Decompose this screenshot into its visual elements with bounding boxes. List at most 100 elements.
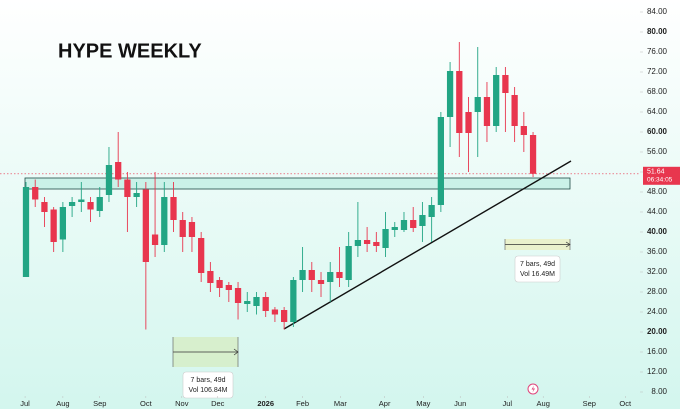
- candle-body: [96, 197, 103, 211]
- candle-body: [419, 215, 426, 226]
- candle-body: [161, 197, 168, 245]
- y-tick-label: 36.00: [647, 247, 668, 256]
- y-tick-label: 28.00: [647, 287, 668, 296]
- candle-body: [437, 117, 444, 205]
- support-zone: [24, 177, 571, 190]
- trend-line: [283, 160, 572, 330]
- candle-body: [207, 271, 214, 283]
- y-tick-label: 60.00: [647, 127, 668, 136]
- candle-body: [493, 75, 500, 126]
- y-tick-label: 44.00: [647, 207, 668, 216]
- chart-title: HYPE WEEKLY: [58, 40, 202, 62]
- y-tick-label: 64.00: [647, 107, 668, 116]
- candle-body: [465, 112, 472, 133]
- range-volume: Vol 106.84M: [189, 387, 228, 394]
- candle-body: [133, 193, 140, 197]
- candle-body: [391, 227, 398, 230]
- candle-body: [151, 234, 159, 245]
- range-label: 7 bars, 49d: [520, 261, 555, 268]
- candle-body: [382, 229, 389, 248]
- candle-body: [363, 240, 371, 244]
- candle-body: [327, 272, 334, 282]
- candle-body: [225, 285, 232, 290]
- candle-body: [41, 202, 48, 212]
- candle-body: [317, 280, 325, 284]
- candle-body: [105, 165, 113, 195]
- x-tick-label: Apr: [379, 399, 391, 408]
- candle-body: [299, 270, 306, 280]
- candle-body: [78, 199, 85, 202]
- x-tick-label: Mar: [334, 399, 347, 408]
- y-tick-label: 80.00: [647, 27, 668, 36]
- x-tick-label: Feb: [296, 399, 309, 408]
- candle-body: [290, 280, 297, 322]
- x-tick-label: Dec: [211, 399, 225, 408]
- candle-body: [22, 187, 30, 277]
- candle-body: [124, 179, 131, 197]
- range-label: 7 bars, 49d: [190, 377, 225, 384]
- x-tick-label: Sep: [583, 399, 596, 408]
- x-tick-label: Jun: [454, 399, 466, 408]
- x-tick-label: Oct: [619, 399, 632, 408]
- y-tick-label: 20.00: [647, 327, 668, 336]
- candle-body: [400, 220, 408, 230]
- y-tick-label: 72.00: [647, 67, 668, 76]
- x-tick-label: Jul: [502, 399, 512, 408]
- candle-body: [179, 220, 186, 237]
- x-tick-label: Nov: [175, 399, 189, 408]
- y-tick-label: 48.00: [647, 187, 668, 196]
- range-volume: Vol 16.49M: [520, 271, 555, 278]
- candle-body: [271, 309, 279, 315]
- candle-body: [474, 97, 481, 112]
- x-tick-label: May: [416, 399, 430, 408]
- candle-body: [373, 242, 380, 246]
- range-label-box: [182, 371, 234, 399]
- range-arrow-head: [565, 241, 571, 248]
- candle-body: [262, 297, 269, 311]
- candle-body: [87, 202, 94, 210]
- candle-body: [115, 162, 122, 180]
- x-tick-label: Jul: [20, 399, 30, 408]
- candle-body: [244, 301, 251, 304]
- candle-body: [253, 297, 260, 306]
- candle-body: [170, 197, 177, 220]
- range-label-box: [514, 255, 561, 283]
- y-tick-label: 76.00: [647, 47, 668, 56]
- price-label-box: [643, 166, 680, 185]
- y-tick-label: 84.00: [647, 7, 668, 16]
- candle-body: [142, 189, 149, 262]
- candle-body: [234, 288, 242, 303]
- event-icon-bolt: [531, 385, 535, 393]
- candle-body: [511, 95, 518, 126]
- x-tick-label: Aug: [537, 399, 550, 408]
- price-label: 51.64: [647, 169, 665, 176]
- candle-body: [336, 272, 343, 278]
- y-tick-label: 32.00: [647, 267, 668, 276]
- candle-body: [308, 270, 315, 280]
- candle-body: [59, 207, 67, 240]
- candle-body: [198, 238, 205, 273]
- candle-body: [456, 71, 463, 133]
- candle-body: [446, 71, 454, 117]
- candle-body: [345, 246, 352, 280]
- candle-body: [68, 202, 76, 206]
- y-tick-label: 24.00: [647, 307, 668, 316]
- y-tick-label: 12.00: [647, 367, 668, 376]
- candle-body: [502, 75, 509, 93]
- x-tick-label: Sep: [93, 399, 106, 408]
- x-tick-label: 2026: [257, 399, 274, 408]
- y-tick-label: 56.00: [647, 147, 668, 156]
- y-tick-label: 8.00: [651, 387, 667, 396]
- y-tick-label: 68.00: [647, 87, 668, 96]
- candle-body: [354, 240, 362, 246]
- candle-body: [188, 222, 196, 237]
- candle-body: [428, 205, 435, 217]
- x-tick-label: Oct: [140, 399, 153, 408]
- y-tick-label: 40.00: [647, 227, 668, 236]
- candle-body: [281, 310, 288, 322]
- y-tick-label: 16.00: [647, 347, 668, 356]
- candle-body: [410, 220, 417, 228]
